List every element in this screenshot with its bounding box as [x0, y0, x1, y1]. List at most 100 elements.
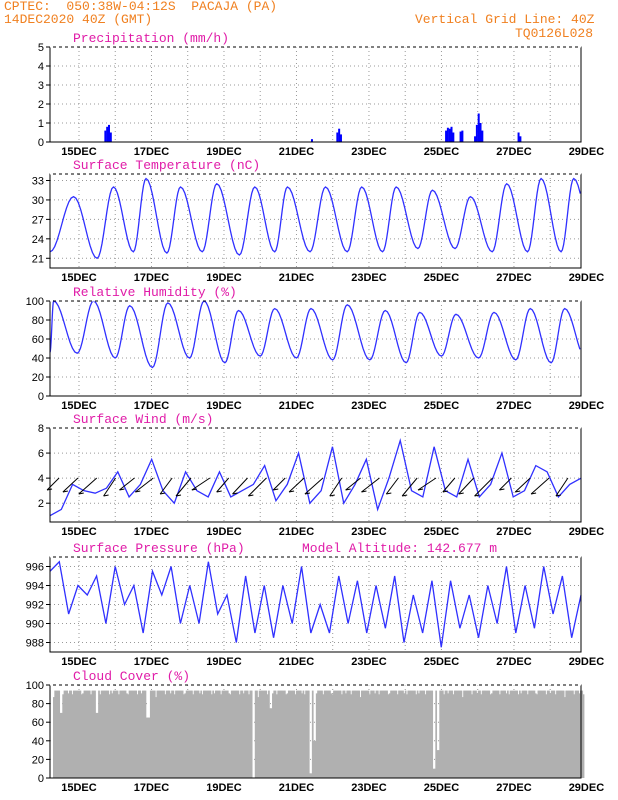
cloud-bar	[224, 690, 226, 778]
cloud-bar	[149, 690, 152, 778]
cloud-bar	[408, 690, 411, 778]
cloud-bar	[529, 690, 532, 778]
cloud-bar	[63, 690, 66, 778]
cloud-bar	[232, 690, 234, 778]
y-tick-label: 992	[26, 600, 44, 612]
x-tick-label: 29DEC	[569, 656, 605, 668]
wind-arrow-head	[175, 494, 182, 497]
cloud-bar	[370, 690, 372, 778]
cloud-bar	[435, 690, 438, 778]
cloud-bar	[195, 690, 197, 778]
wind-arrow	[248, 477, 267, 497]
cloud-bar	[53, 697, 55, 778]
cloud-bar	[285, 694, 288, 778]
header-grid-note: Vertical Grid Line: 40Z	[415, 12, 595, 27]
wind-arrow-head	[386, 492, 392, 495]
precip-bar	[450, 126, 453, 142]
y-tick-label: 20	[32, 372, 44, 384]
cloud-bar	[254, 690, 257, 778]
cloud-bar	[537, 690, 540, 778]
cloud-bar	[525, 690, 528, 778]
cloud-bar	[330, 693, 333, 778]
cloud-bar	[123, 690, 126, 778]
x-tick-label: 19DEC	[206, 400, 242, 412]
cloud-bar	[298, 690, 301, 778]
precip-bar	[519, 136, 522, 142]
cloud-bar	[200, 690, 203, 778]
series-line	[49, 560, 582, 648]
y-tick-label: 996	[26, 562, 44, 574]
y-tick-label: 20	[32, 754, 44, 766]
wind-arrow-head	[216, 490, 222, 493]
y-tick-label: 60	[32, 717, 44, 729]
cloud-bar	[546, 690, 549, 778]
cloud-bar	[321, 690, 323, 778]
cloud-bar	[428, 690, 431, 778]
x-tick-label: 25DEC	[424, 400, 460, 412]
precip-bar	[474, 136, 477, 142]
y-tick-label: 33	[32, 175, 44, 187]
cloud-bar	[185, 690, 188, 778]
y-tick-label: 27	[32, 214, 44, 226]
wind-arrow-head	[273, 488, 279, 491]
panel-title: Relative Humidity (%)	[73, 285, 237, 300]
cloud-bar	[164, 694, 167, 778]
x-tick-label: 17DEC	[134, 782, 170, 794]
x-tick-label: 29DEC	[569, 272, 605, 284]
panel-frame	[49, 556, 582, 653]
cloud-bar	[380, 690, 383, 778]
x-tick-label: 27DEC	[496, 526, 532, 538]
x-tick-label: 19DEC	[206, 526, 242, 538]
panel-title: Cloud Cover (%)	[73, 669, 190, 684]
cloud-bar	[461, 697, 464, 778]
cloud-bar	[319, 690, 322, 778]
cloud-bar	[433, 768, 436, 778]
cloud-bar	[226, 690, 229, 778]
cloud-bar	[173, 694, 176, 778]
cloud-bar	[477, 690, 480, 778]
wind-arrow-head	[232, 492, 238, 495]
wind-arrow	[530, 477, 550, 495]
wind-arrow-head	[135, 490, 141, 493]
cloud-bar	[98, 690, 100, 778]
cloud-bar	[160, 690, 163, 778]
panel-title: Surface Wind (m/s)	[73, 412, 213, 427]
cloud-bar	[371, 690, 374, 778]
cloud-bar	[460, 690, 463, 778]
cloud-bar	[510, 690, 513, 778]
cloud-bar	[140, 693, 143, 778]
y-tick-label: 1	[38, 118, 44, 130]
cloud-bar	[436, 750, 439, 778]
cloud-bar	[346, 690, 349, 778]
wind-arrow-head	[78, 492, 84, 495]
cloud-bar	[578, 693, 581, 778]
cloud-bar	[90, 694, 92, 778]
cloud-bar	[281, 690, 284, 778]
series-line	[49, 177, 581, 260]
cloud-bar	[217, 690, 220, 778]
panel-5: Cloud Cover (%) 0 20 40 60 80 100 15DEC 17DEC 19D…	[26, 669, 605, 794]
wind-arrow	[345, 477, 361, 491]
x-tick-label: 27DEC	[496, 146, 532, 158]
cloud-bar	[112, 690, 115, 778]
cloud-bar	[339, 690, 342, 778]
cloud-bar	[103, 690, 106, 778]
cloud-bar	[383, 690, 386, 778]
cloud-bar	[497, 690, 500, 778]
wind-arrow	[361, 477, 380, 493]
cloud-bar	[60, 712, 63, 778]
cloud-bar	[172, 690, 175, 778]
cloud-bar	[114, 690, 116, 778]
cloud-bar	[59, 712, 62, 778]
cloud-bar	[152, 690, 155, 778]
cloud-bar	[464, 690, 467, 778]
cloud-bar	[488, 690, 491, 778]
cloud-bar	[327, 690, 330, 778]
cloud-bar	[443, 694, 446, 778]
cloud-bar	[133, 690, 136, 778]
y-tick-label: 40	[32, 353, 44, 365]
precip-bar	[107, 124, 110, 142]
cloud-bar	[168, 690, 171, 778]
panel-title: Surface Pressure (hPa)	[73, 541, 245, 556]
cloud-bar	[501, 690, 504, 778]
